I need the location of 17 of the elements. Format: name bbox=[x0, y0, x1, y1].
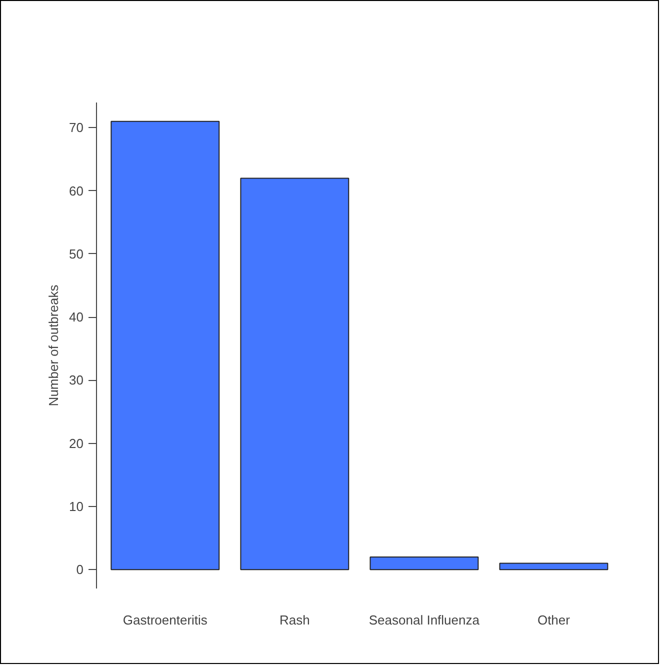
x-tick-label: Seasonal Influenza bbox=[368, 612, 480, 628]
y-tick-label: 70 bbox=[69, 120, 84, 136]
y-tick-label: 40 bbox=[69, 310, 84, 325]
bar bbox=[110, 120, 220, 570]
bar bbox=[370, 556, 479, 570]
bar bbox=[499, 562, 608, 570]
y-tick-label: 30 bbox=[69, 372, 84, 388]
y-tick-label: 10 bbox=[69, 498, 84, 514]
x-tick-label: Other bbox=[537, 612, 571, 628]
y-tick-label: 50 bbox=[69, 246, 84, 262]
bar bbox=[240, 178, 350, 570]
x-tick-label: Gastroenteritis bbox=[122, 612, 208, 628]
y-tick-label: 0 bbox=[76, 562, 84, 578]
x-tick-label: Rash bbox=[279, 612, 310, 628]
y-tick-label: 20 bbox=[69, 436, 84, 451]
y-axis-title: Number of outbreaks bbox=[46, 284, 62, 406]
y-tick-label: 60 bbox=[69, 183, 84, 198]
